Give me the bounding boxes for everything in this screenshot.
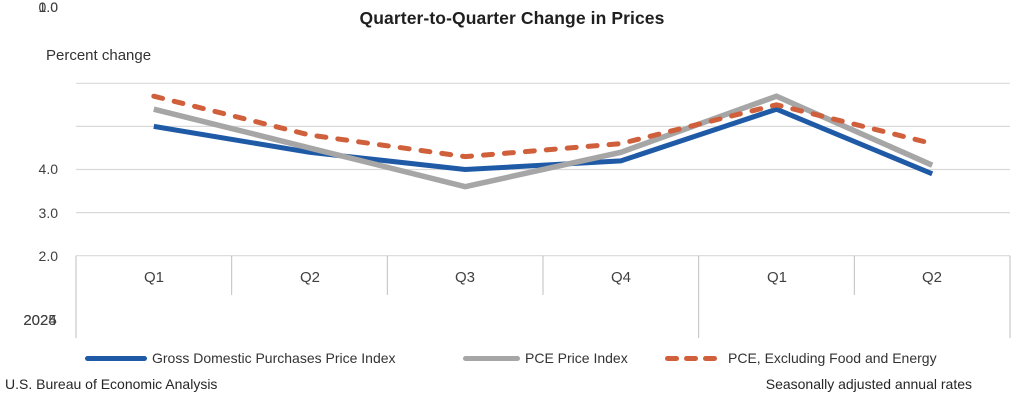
series-line-1 bbox=[153, 93, 934, 190]
legend-line-sample-blue bbox=[85, 355, 147, 361]
x-tick-2024-q3: Q3 bbox=[454, 269, 475, 286]
x-group-label-2024: 2024 bbox=[23, 312, 57, 329]
y-axis-title: Percent change bbox=[46, 47, 152, 64]
legend-item-gdp-purchases: Gross Domestic Purchases Price Index bbox=[85, 349, 396, 367]
y-tick-4: 4.0 bbox=[38, 161, 58, 177]
legend-label-gdp-purchases: Gross Domestic Purchases Price Index bbox=[152, 350, 396, 366]
x-tick-2024-q1: Q1 bbox=[143, 269, 164, 286]
series-line-2 bbox=[151, 93, 935, 160]
x-tick-2025-q1: Q1 bbox=[766, 269, 787, 286]
legend: Gross Domestic Purchases Price Index PCE… bbox=[0, 349, 1024, 367]
series-line-0 bbox=[153, 106, 934, 177]
adjustment-note: Seasonally adjusted annual rates bbox=[765, 376, 972, 392]
legend-line-sample-orange-dashed bbox=[665, 355, 723, 361]
legend-item-pce: PCE Price Index bbox=[463, 349, 628, 367]
x-tick-2024-q4: Q4 bbox=[610, 269, 631, 286]
source-attribution: U.S. Bureau of Economic Analysis bbox=[5, 376, 218, 392]
chart-title: Quarter-to-Quarter Change in Prices bbox=[359, 8, 665, 28]
y-tick-2: 2.0 bbox=[38, 248, 58, 264]
y-tick-0: 0.0 bbox=[38, 0, 58, 15]
legend-line-sample-gray bbox=[463, 355, 520, 361]
x-tick-2024-q2: Q2 bbox=[299, 269, 320, 286]
legend-label-core-pce: PCE, Excluding Food and Energy bbox=[728, 350, 937, 366]
x-tick-2025-q2: Q2 bbox=[921, 269, 942, 286]
y-tick-1: 1.0 bbox=[38, 0, 58, 15]
legend-label-pce: PCE Price Index bbox=[525, 350, 628, 366]
legend-item-core-pce: PCE, Excluding Food and Energy bbox=[665, 349, 937, 367]
y-tick-3: 3.0 bbox=[38, 205, 58, 221]
x-group-label-2025: 2025 bbox=[23, 312, 57, 329]
